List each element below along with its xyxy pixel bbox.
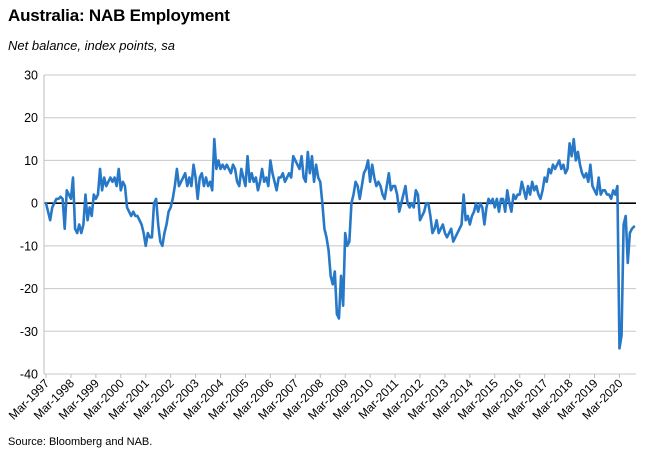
y-tick-label: -10 bbox=[20, 239, 38, 253]
y-tick-label: 0 bbox=[31, 197, 38, 211]
y-axis-ticks: -40 -30 -20 -10 0 10 20 30 bbox=[20, 69, 38, 382]
y-tick-label: 10 bbox=[24, 154, 38, 168]
gridlines bbox=[44, 74, 636, 375]
y-tick-label: 20 bbox=[24, 111, 38, 125]
chart-source: Source: Bloomberg and NAB. bbox=[8, 436, 153, 448]
y-tick-label: -20 bbox=[20, 282, 38, 296]
y-tick-label: 30 bbox=[24, 69, 38, 83]
series-line-nab-employment bbox=[44, 137, 636, 350]
y-tick-label: -40 bbox=[20, 368, 38, 382]
x-axis-ticks: Mar-1997Mar-1998Mar-1999Mar-2000Mar-2001… bbox=[6, 374, 626, 422]
chart-title: Australia: NAB Employment bbox=[8, 6, 230, 25]
y-tick-label: -30 bbox=[20, 325, 38, 339]
chart-subtitle: Net balance, index points, sa bbox=[8, 38, 175, 53]
